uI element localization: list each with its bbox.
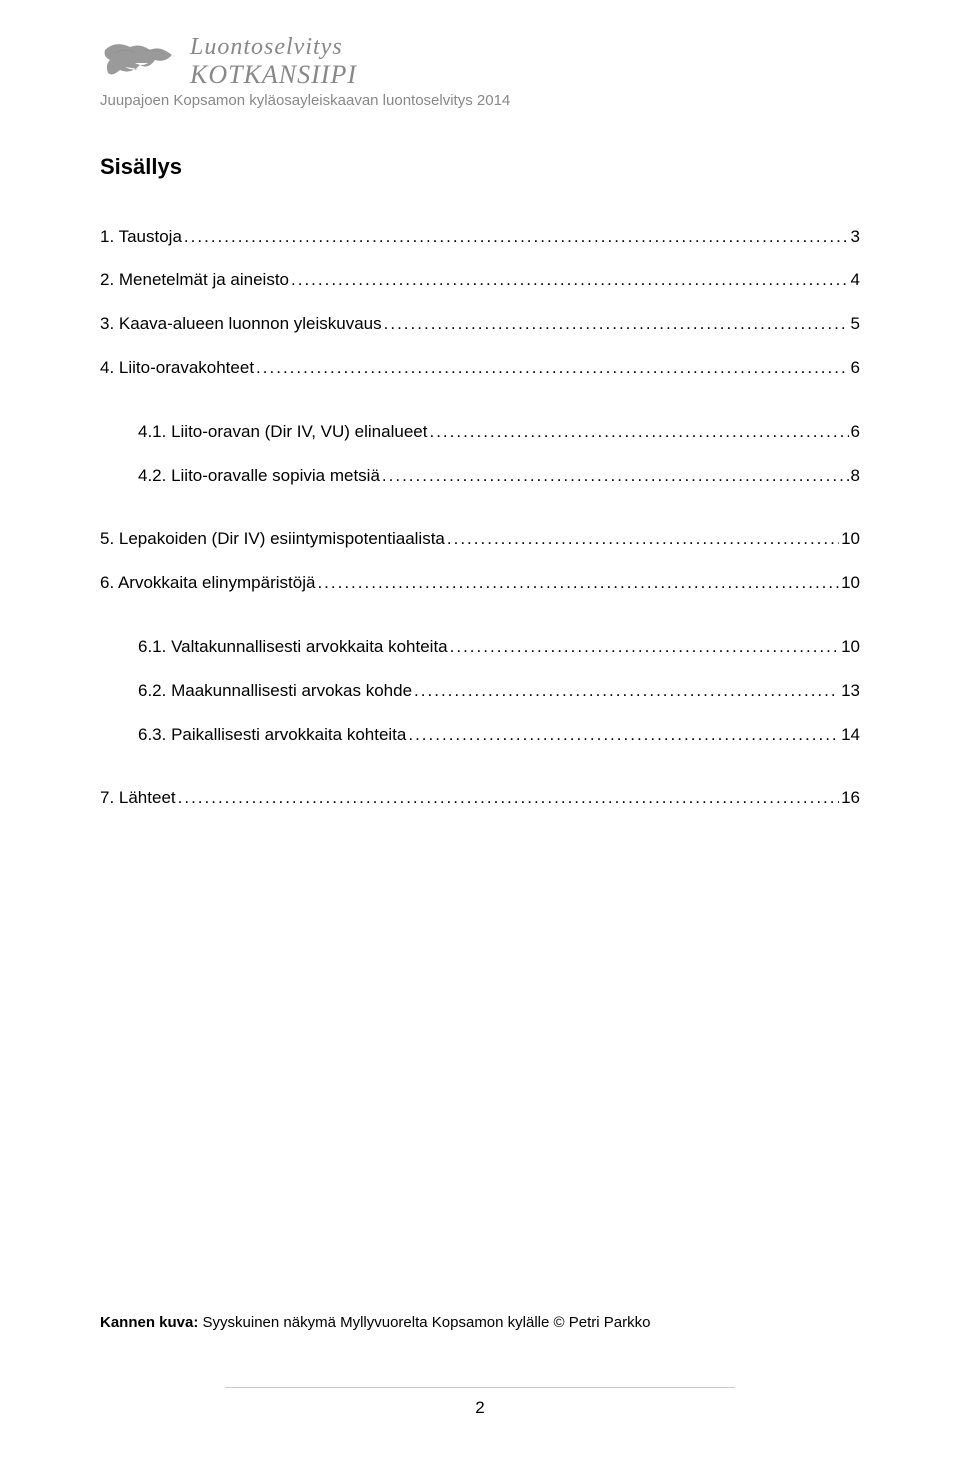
toc-dots: [414, 679, 839, 703]
toc-label: 3. Kaava-alueen luonnon yleiskuvaus: [100, 312, 382, 336]
page-number: 2: [0, 1398, 960, 1418]
toc-label: 6.3. Paikallisesti arvokkaita kohteita: [138, 723, 406, 747]
toc-entry: 7. Lähteet 16: [100, 786, 860, 810]
toc-page: 16: [841, 786, 860, 810]
page-container: Luontoselvitys KOTKANSIIPI Juupajoen Kop…: [0, 0, 960, 1466]
toc-dots: [450, 635, 839, 659]
header-subtitle: Juupajoen Kopsamon kyläosayleiskaavan lu…: [100, 92, 860, 109]
toc-dots: [429, 420, 848, 444]
toc-entry: 6.2. Maakunnallisesti arvokas kohde 13: [100, 679, 860, 703]
toc-label: 7. Lähteet: [100, 786, 176, 810]
toc-page: 6: [851, 420, 860, 444]
toc-label: 2. Menetelmät ja aineisto: [100, 268, 289, 292]
toc-label: 6. Arvokkaita elinympäristöjä: [100, 571, 315, 595]
toc-page: 6: [851, 356, 860, 380]
toc-entry: 6.3. Paikallisesti arvokkaita kohteita 1…: [100, 723, 860, 747]
toc-dots: [291, 268, 849, 292]
logo-line1: Luontoselvitys: [190, 35, 357, 59]
header: Luontoselvitys KOTKANSIIPI Juupajoen Kop…: [100, 35, 860, 109]
eagle-icon: [100, 35, 180, 87]
toc-label: 6.2. Maakunnallisesti arvokas kohde: [138, 679, 412, 703]
toc-page: 8: [851, 464, 860, 488]
toc-label: 5. Lepakoiden (Dir IV) esiintymispotenti…: [100, 527, 445, 551]
logo-row: Luontoselvitys KOTKANSIIPI: [100, 35, 860, 90]
toc-label: 4.2. Liito-oravalle sopivia metsiä: [138, 464, 380, 488]
toc-entry: 3. Kaava-alueen luonnon yleiskuvaus 5: [100, 312, 860, 336]
logo-text: Luontoselvitys KOTKANSIIPI: [190, 35, 357, 90]
toc-page: 10: [841, 571, 860, 595]
toc-page: 5: [851, 312, 860, 336]
toc-page: 14: [841, 723, 860, 747]
toc-dots: [447, 527, 839, 551]
cover-caption-label: Kannen kuva:: [100, 1314, 198, 1331]
toc-dots: [178, 786, 839, 810]
toc-entry: 6.1. Valtakunnallisesti arvokkaita kohte…: [100, 635, 860, 659]
toc-label: 4.1. Liito-oravan (Dir IV, VU) elinaluee…: [138, 420, 427, 444]
cover-caption: Kannen kuva: Syyskuinen näkymä Myllyvuor…: [100, 1314, 860, 1331]
toc-page: 4: [851, 268, 860, 292]
toc-page: 10: [841, 527, 860, 551]
toc-page: 13: [841, 679, 860, 703]
toc-entry: 4.2. Liito-oravalle sopivia metsiä 8: [100, 464, 860, 488]
toc-label: 1. Taustoja: [100, 225, 182, 249]
toc-entry: 5. Lepakoiden (Dir IV) esiintymispotenti…: [100, 527, 860, 551]
toc-gap: [100, 507, 860, 527]
toc-dots: [408, 723, 839, 747]
toc-label: 4. Liito-oravakohteet: [100, 356, 254, 380]
toc-gap: [100, 615, 860, 635]
toc-gap: [100, 400, 860, 420]
toc-dots: [184, 225, 849, 249]
footer-divider: [225, 1387, 735, 1388]
toc-gap: [100, 766, 860, 786]
toc-dots: [256, 356, 848, 380]
toc-entry: 6. Arvokkaita elinympäristöjä 10: [100, 571, 860, 595]
table-of-contents: 1. Taustoja 3 2. Menetelmät ja aineisto 4…: [100, 225, 860, 811]
toc-dots: [384, 312, 849, 336]
cover-caption-text: Syyskuinen näkymä Myllyvuorelta Kopsamon…: [198, 1314, 650, 1331]
toc-dots: [317, 571, 839, 595]
page-title: Sisällys: [100, 154, 860, 180]
toc-page: 3: [851, 225, 860, 249]
toc-page: 10: [841, 635, 860, 659]
toc-entry: 1. Taustoja 3: [100, 225, 860, 249]
toc-entry: 2. Menetelmät ja aineisto 4: [100, 268, 860, 292]
toc-label: 6.1. Valtakunnallisesti arvokkaita kohte…: [138, 635, 448, 659]
toc-dots: [382, 464, 849, 488]
toc-entry: 4. Liito-oravakohteet 6: [100, 356, 860, 380]
logo-line2: KOTKANSIIPI: [190, 61, 357, 90]
toc-entry: 4.1. Liito-oravan (Dir IV, VU) elinaluee…: [100, 420, 860, 444]
